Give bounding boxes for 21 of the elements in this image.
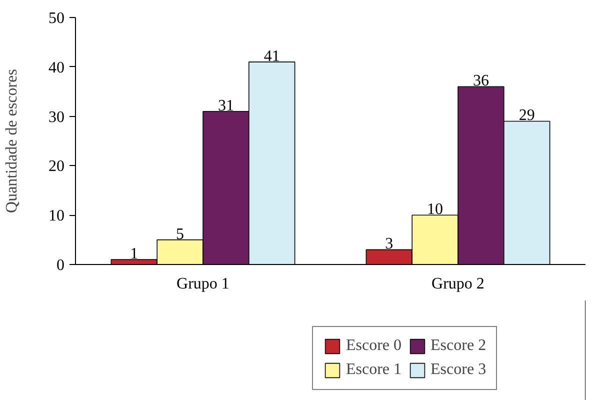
legend-label: Escore 3	[430, 361, 486, 379]
x-tick-label: Grupo 2	[432, 276, 484, 292]
data-label: 1	[130, 246, 138, 263]
legend-label: Escore 0	[346, 337, 402, 355]
data-label: 29	[518, 107, 535, 124]
data-label: 5	[176, 226, 184, 243]
x-tick-label: Grupo 1	[176, 276, 230, 292]
y-tick-label: 20	[48, 158, 64, 176]
y-axis-title: Quantidade de escores	[4, 69, 20, 213]
y-tick-label: 50	[48, 10, 64, 27]
data-label: 31	[218, 97, 234, 114]
data-label: 3	[385, 236, 394, 253]
y-tick-label: 10	[48, 208, 64, 225]
data-label: 41	[264, 48, 280, 65]
y-tick-label: 40	[48, 59, 64, 76]
data-label: 10	[427, 201, 444, 218]
legend-label: Escore 1	[346, 361, 402, 379]
data-label: 36	[472, 72, 489, 90]
y-tick-label: 0	[56, 257, 64, 274]
legend-label: Escore 2	[430, 337, 486, 355]
y-tick-label: 30	[48, 108, 64, 126]
